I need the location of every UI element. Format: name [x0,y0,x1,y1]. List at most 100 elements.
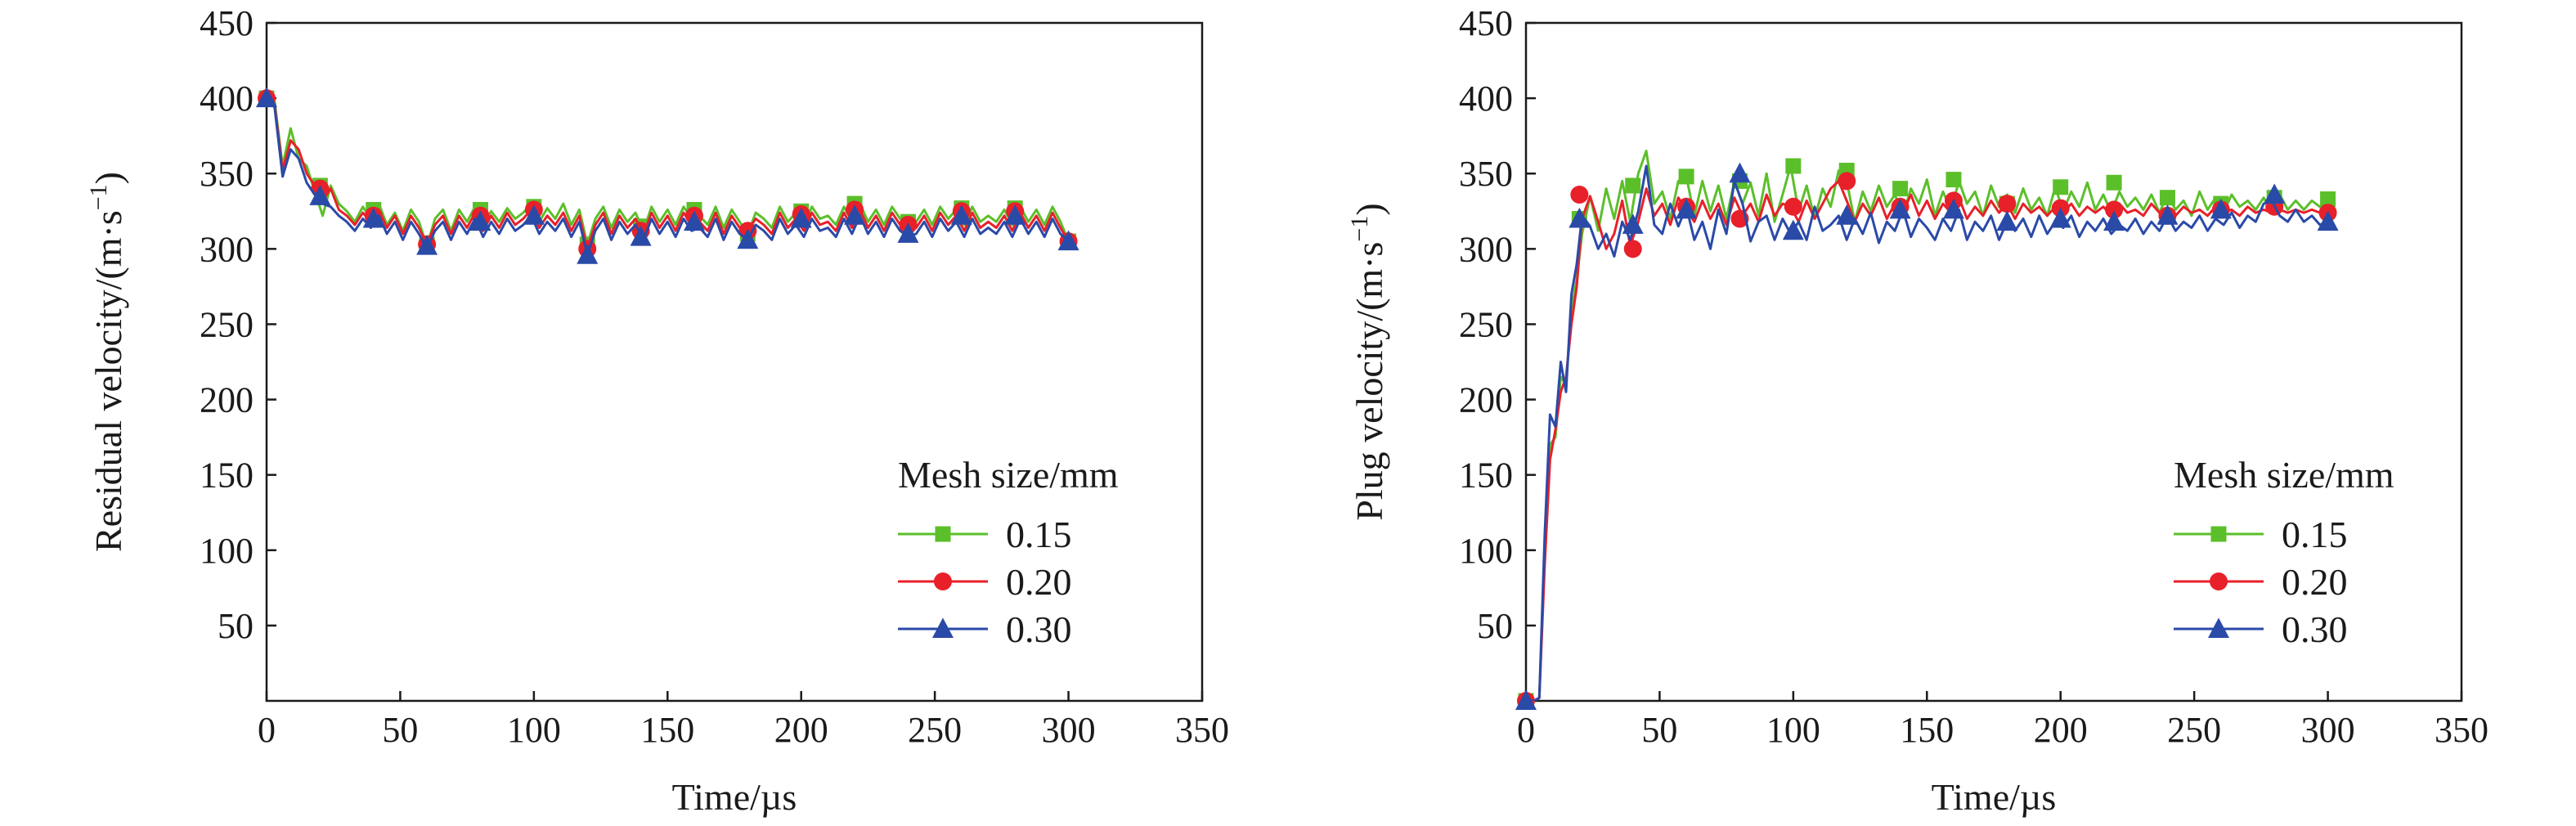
x-tick-label: 250 [2167,710,2221,750]
legend-title: Mesh size/mm [2174,454,2394,496]
x-tick-label: 50 [382,710,418,750]
legend-marker-0.30 [2208,617,2229,638]
data-point-0.15 [2053,179,2069,195]
data-point-0.30 [950,204,972,225]
x-tick-label: 150 [640,710,694,750]
data-point-0.15 [2320,191,2336,208]
y-tick-label: 300 [1459,229,1513,269]
x-tick-label: 100 [1766,710,1820,750]
data-point-0.20 [1623,240,1642,258]
y-tick-label: 400 [200,79,254,119]
y-tick-label: 350 [200,154,254,194]
legend-label-0.20: 0.20 [1006,561,1072,603]
x-tick-label: 0 [258,710,276,750]
data-point-0.30 [790,207,812,228]
legend-label-0.30: 0.30 [1006,608,1072,650]
data-point-0.30 [469,210,491,231]
y-tick-label: 50 [218,606,254,646]
data-point-0.15 [2159,190,2175,206]
x-tick-label: 100 [507,710,561,750]
y-tick-label: 250 [200,304,254,344]
data-point-0.30 [897,222,919,243]
data-point-0.30 [1057,230,1079,251]
y-axis-label: Plug velocity/(m·s−1) [1346,203,1390,520]
data-point-0.30 [362,207,384,228]
series-0.20 [1526,179,2328,701]
data-point-0.30 [683,210,705,231]
legend-marker-0.20 [934,572,952,590]
y-axis-label-superscript: −1 [1346,216,1373,242]
legend-label-0.15: 0.15 [1006,514,1072,555]
series-0.30 [267,97,1070,257]
left-chart-panel: 0 50 100 150 200 250 300 350 50 100 150 200 250 300 35… [85,3,1229,818]
x-tick-label: 250 [908,710,962,750]
data-point-0.30 [416,235,438,255]
x-tick-label: 200 [774,710,828,750]
series-line-0.20 [1526,179,2328,701]
plot-area-frame [1524,21,2463,703]
y-tick-label: 350 [1459,154,1513,194]
x-tick-label: 150 [1900,710,1954,750]
y-tick-label: 150 [1459,456,1513,496]
data-point-0.30 [630,225,652,246]
x-axis-label: Time/µs [1932,776,2057,818]
data-point-0.20 [1570,186,1589,204]
x-tick-label: 300 [1042,710,1096,750]
legend-marker-0.20 [2210,572,2228,590]
y-tick-label: 450 [1459,3,1513,43]
data-point-0.30 [577,244,599,264]
data-point-0.15 [1625,177,1641,194]
data-point-0.20 [1838,172,1856,191]
data-point-0.30 [2049,207,2071,228]
data-point-0.15 [1785,158,1802,174]
x-axis-label: Time/µs [672,776,797,818]
y-tick-label: 200 [1459,380,1513,420]
data-point-0.30 [256,87,277,108]
data-point-0.30 [1942,198,1964,219]
series-0.30 [1526,164,2329,701]
x-tick-label: 300 [2301,710,2355,750]
data-point-0.30 [2103,210,2125,231]
y-tick-label: 50 [1477,606,1513,646]
data-point-0.15 [1892,181,1909,197]
data-point-0.30 [1622,213,1644,234]
plot-area-frame [265,21,1204,703]
data-point-0.30 [1889,198,1911,219]
y-axis-label-superscript: −1 [85,184,112,210]
y-tick-label: 100 [1459,531,1513,571]
series-line-0.20 [267,97,1070,250]
legend-label-0.15: 0.15 [2282,514,2348,555]
data-point-0.15 [1945,172,1962,188]
y-tick-label: 100 [200,531,254,571]
legend-title: Mesh size/mm [898,454,1119,496]
y-axis-label-close: ) [1349,203,1390,215]
y-axis-label-main: Plug velocity/(m·s [1349,242,1390,521]
data-point-0.30 [523,204,545,225]
data-point-0.30 [309,185,331,205]
series-line-0.30 [267,97,1070,257]
series-0.20 [267,97,1070,250]
data-point-0.30 [1568,207,1591,228]
data-point-0.30 [1782,219,1804,240]
legend-marker-0.15 [2210,526,2227,542]
data-point-0.30 [2210,198,2232,219]
series-line-0.30 [1526,164,2329,701]
data-point-0.30 [844,204,866,225]
right-chart-panel: 0 50 100 150 200 250 300 350 50 100 150 200 250 300 35… [1346,3,2488,818]
y-axis-label-main: Residual velocity/(m·s [88,210,129,552]
data-point-0.30 [1676,198,1698,219]
data-point-0.30 [2317,210,2339,231]
x-tick-label: 350 [1175,710,1229,750]
legend-marker-0.15 [935,526,951,542]
y-axis-label: Residual velocity/(m·s−1) [85,172,129,552]
x-tick-label: 50 [1641,710,1677,750]
y-tick-label: 300 [200,229,254,269]
y-tick-label: 150 [200,456,254,496]
legend-label-0.20: 0.20 [2282,561,2348,603]
data-point-0.30 [1836,204,1858,225]
data-point-0.30 [2264,183,2286,204]
data-point-0.20 [2105,200,2124,219]
data-point-0.20 [1998,195,2017,213]
y-tick-label: 400 [1459,79,1513,119]
data-point-0.30 [2156,204,2179,225]
